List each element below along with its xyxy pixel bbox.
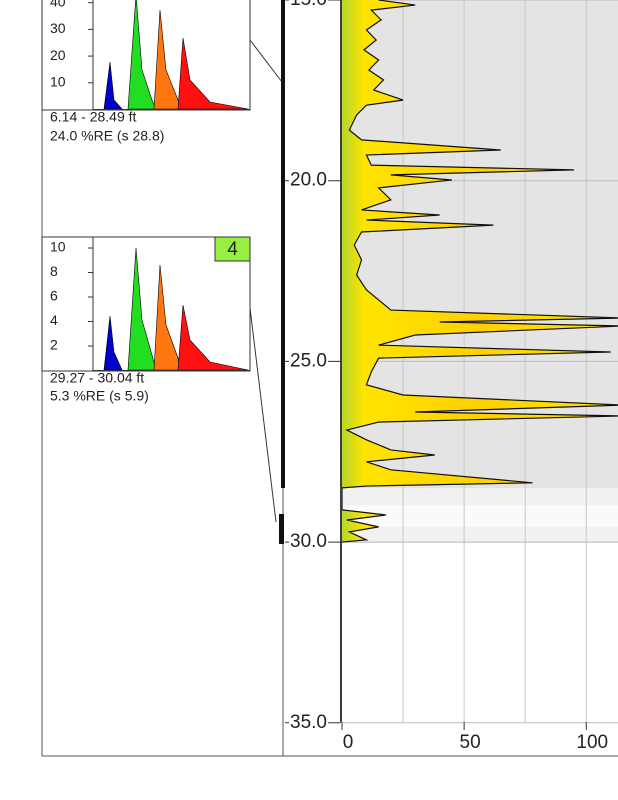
inset-range: 6.14 - 28.49 ft xyxy=(50,109,137,125)
y-tick-label: 35.0 xyxy=(290,712,327,733)
y-tick-label: 25.0 xyxy=(290,350,327,371)
y-tick-label: 10 xyxy=(50,73,66,89)
label-background xyxy=(289,0,328,11)
connector xyxy=(249,307,277,523)
y-tick-label: 20 xyxy=(50,47,66,63)
x-tick-label: 0 xyxy=(343,732,354,753)
y-tick-label: 2 xyxy=(50,337,58,353)
label-background xyxy=(289,531,328,553)
range-bar xyxy=(279,514,284,544)
inset-stat: 5.3 %RE (s 5.9) xyxy=(50,388,149,404)
y-tick-label: 10 xyxy=(50,239,66,255)
y-tick-label: 40 xyxy=(50,0,66,9)
area-fill xyxy=(342,0,618,543)
connector xyxy=(249,39,283,83)
profile-line xyxy=(342,0,618,543)
label-background xyxy=(289,350,328,372)
inset-histogram xyxy=(41,236,251,372)
range-bar xyxy=(281,0,285,488)
inset-histogram xyxy=(41,0,251,111)
inset-range: 29.27 - 30.04 ft xyxy=(50,370,144,386)
range-shade xyxy=(342,505,618,527)
y-tick-label: 15.0 xyxy=(290,0,327,10)
y-tick-label: 30 xyxy=(50,20,66,36)
y-tick-label: 6 xyxy=(50,288,58,304)
y-tick-label: 30.0 xyxy=(290,531,327,552)
x-tick-label: 50 xyxy=(460,732,481,753)
y-tick-label: 4 xyxy=(50,312,58,328)
label-background xyxy=(289,711,328,733)
label-background xyxy=(289,169,328,191)
y-tick-label: 20.0 xyxy=(290,170,327,191)
x-tick-label: 100 xyxy=(576,732,608,753)
inset-stat: 24.0 %RE (s 28.8) xyxy=(50,128,164,144)
inset-badge: 4 xyxy=(227,239,238,260)
y-tick-label: 8 xyxy=(50,263,58,279)
